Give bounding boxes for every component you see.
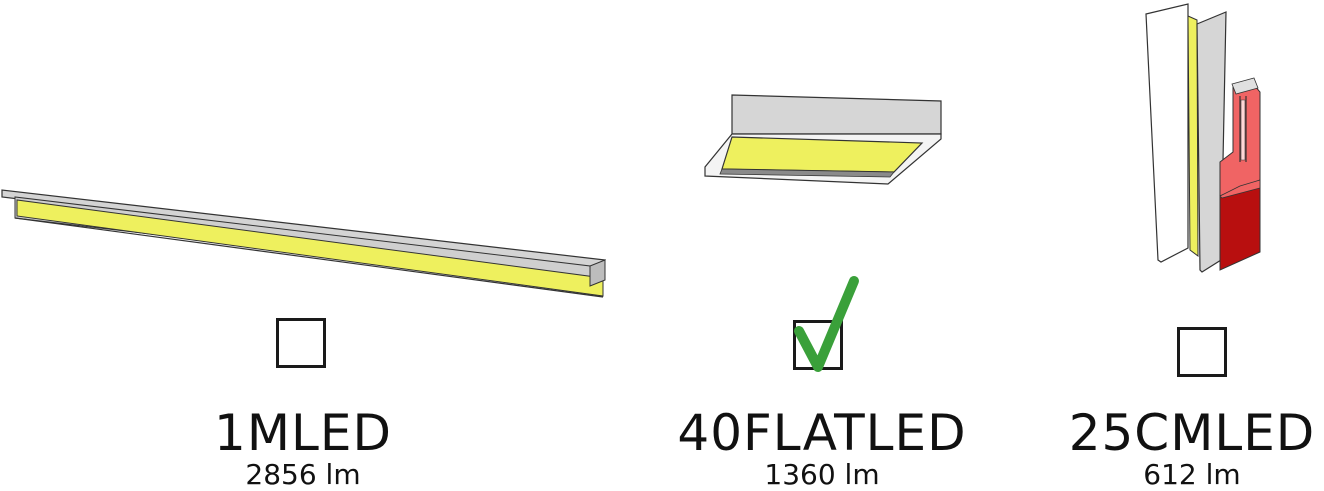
panel-shadow-edge <box>719 168 895 178</box>
select-40flatled-checkbox[interactable] <box>793 276 859 372</box>
post-white-wing <box>1145 3 1189 263</box>
product-flux-1mled: 2856 lm <box>245 458 361 491</box>
panel-led-surface <box>721 136 924 173</box>
post-cap <box>1231 77 1259 95</box>
select-25cmled-checkbox[interactable] <box>1177 327 1227 377</box>
product-name-1mled: 1MLED <box>214 404 392 462</box>
product-name-40flatled: 40FLATLED <box>677 404 967 462</box>
post-led-strip <box>1187 15 1199 258</box>
product-flux-25cmled: 612 lm <box>1143 458 1241 491</box>
post-red-base-top <box>1219 179 1261 199</box>
product-name-25cmled: 25CMLED <box>1068 404 1316 462</box>
post-gray-wing <box>1196 11 1227 273</box>
profile-right-cap <box>589 259 606 287</box>
profile-led-strip <box>16 199 604 297</box>
product-flux-40flatled: 1360 lm <box>764 458 880 491</box>
panel-top-surface <box>731 94 942 135</box>
vertical-led-post-image <box>1145 3 1261 273</box>
checkmark-icon <box>794 276 859 372</box>
flat-square-led-panel-image <box>704 94 942 185</box>
long-linear-led-profile-image <box>1 189 607 298</box>
select-1mled-checkbox[interactable] <box>276 318 326 368</box>
